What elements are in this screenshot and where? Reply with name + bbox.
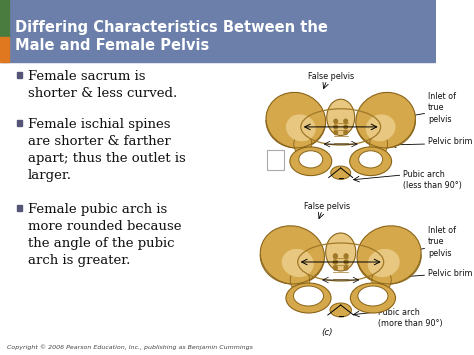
Ellipse shape — [260, 226, 324, 284]
Circle shape — [333, 266, 337, 270]
Ellipse shape — [282, 249, 314, 277]
Circle shape — [334, 125, 337, 129]
Text: False pelvis: False pelvis — [309, 72, 355, 81]
Circle shape — [344, 119, 347, 123]
Text: Pubic arch
(less than 90°): Pubic arch (less than 90°) — [403, 170, 462, 190]
Ellipse shape — [357, 226, 421, 284]
Bar — [17, 120, 22, 126]
Ellipse shape — [350, 147, 392, 176]
Bar — [0, 0, 437, 62]
Ellipse shape — [368, 249, 400, 277]
Ellipse shape — [294, 133, 312, 155]
Text: Pubic arch
(more than 90°): Pubic arch (more than 90°) — [378, 308, 442, 328]
Circle shape — [344, 266, 348, 270]
Text: Pelvic brim: Pelvic brim — [428, 137, 473, 147]
Bar — [17, 72, 22, 78]
Circle shape — [334, 119, 337, 123]
Bar — [267, 150, 283, 170]
Text: Inlet of
true
pelvis: Inlet of true pelvis — [428, 92, 456, 124]
Text: Female pubic arch is
more rounded because
the angle of the pubic
arch is greater: Female pubic arch is more rounded becaus… — [27, 203, 181, 267]
Ellipse shape — [331, 166, 351, 179]
Text: False pelvis: False pelvis — [304, 202, 350, 211]
Circle shape — [344, 260, 348, 264]
Circle shape — [334, 131, 337, 135]
Ellipse shape — [286, 114, 316, 141]
Text: Copyright © 2006 Pearson Education, Inc., publishing as Benjamin Cummings: Copyright © 2006 Pearson Education, Inc.… — [8, 344, 253, 350]
Ellipse shape — [326, 233, 356, 271]
Circle shape — [344, 131, 347, 135]
Ellipse shape — [372, 268, 391, 292]
Ellipse shape — [366, 114, 395, 141]
Text: Female sacrum is
shorter & less curved.: Female sacrum is shorter & less curved. — [27, 70, 177, 100]
Circle shape — [344, 125, 347, 129]
Ellipse shape — [293, 286, 324, 306]
Ellipse shape — [330, 303, 351, 317]
Circle shape — [333, 260, 337, 264]
Ellipse shape — [266, 92, 326, 148]
Text: Inlet of
true
pelvis: Inlet of true pelvis — [428, 226, 456, 258]
Ellipse shape — [290, 268, 310, 292]
Circle shape — [344, 254, 348, 258]
Ellipse shape — [327, 99, 355, 136]
Text: Differing Characteristics Between the: Differing Characteristics Between the — [15, 20, 328, 35]
Bar — [0, 37, 9, 62]
Bar — [0, 0, 9, 37]
Ellipse shape — [358, 286, 388, 306]
Ellipse shape — [359, 151, 383, 168]
Text: Male and Female Pelvis: Male and Female Pelvis — [15, 38, 209, 53]
Text: Female ischial spines
are shorter & farther
apart; thus the outlet is
larger.: Female ischial spines are shorter & fart… — [27, 118, 185, 182]
Ellipse shape — [370, 133, 388, 155]
Circle shape — [333, 254, 337, 258]
Ellipse shape — [286, 283, 331, 313]
Bar — [17, 205, 22, 211]
Ellipse shape — [299, 151, 323, 168]
Text: Pelvic brim: Pelvic brim — [428, 268, 473, 278]
Ellipse shape — [356, 92, 415, 148]
Ellipse shape — [290, 147, 332, 176]
Ellipse shape — [350, 283, 395, 313]
Text: (c): (c) — [321, 328, 333, 337]
